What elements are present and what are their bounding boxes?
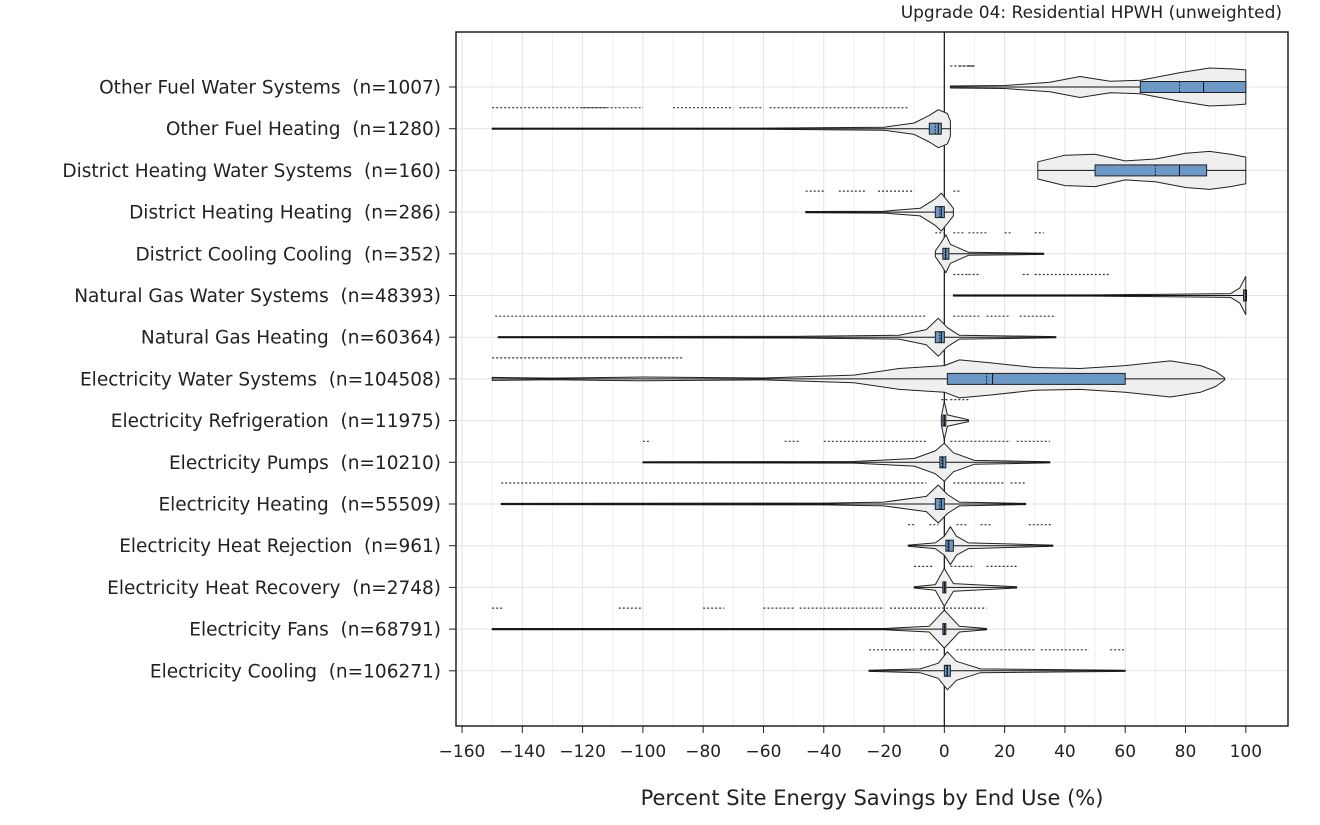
iqr-box [946, 372, 1126, 385]
x-tick-label: −20 [866, 742, 902, 762]
x-tick-label: 0 [939, 742, 950, 762]
violin-row [491, 357, 1226, 399]
x-axis: −160 −140 −120 −100 −80 −60 −40 −20 0 20 40 60 80 100 [439, 726, 1262, 762]
iqr-box [1139, 81, 1247, 93]
iqr-box [1094, 164, 1208, 177]
category-label: Electricity Refrigeration (n=11975) [111, 411, 441, 432]
category-label: District Cooling Cooling (n=352) [135, 244, 441, 265]
x-tick-label: −100 [620, 742, 667, 762]
y-axis-category-labels: Other Fuel Water Systems (n=1007) Other F… [62, 78, 456, 682]
violin-row [1037, 150, 1247, 190]
violin-row [868, 649, 1126, 691]
category-label: Electricity Pumps (n=10210) [169, 453, 441, 474]
x-tick-label: 80 [1175, 742, 1197, 762]
x-tick-label: −160 [439, 742, 486, 762]
x-tick-label: −140 [499, 742, 546, 762]
violin-row [491, 107, 951, 149]
category-label: Electricity Heat Recovery (n=2748) [107, 578, 441, 599]
category-label: Electricity Water Systems (n=104508) [80, 369, 441, 390]
x-tick-label: −120 [559, 742, 606, 762]
violin-row [500, 482, 1027, 524]
violin-rows [491, 65, 1248, 691]
violin-row [642, 440, 1051, 482]
violin-row [934, 232, 1045, 274]
x-axis-label: Percent Site Energy Savings by End Use (… [641, 786, 1104, 810]
category-label: Natural Gas Water Systems (n=48393) [74, 286, 441, 307]
violin-row [913, 565, 1018, 607]
violin-row [907, 524, 1054, 566]
category-label: District Heating Heating (n=286) [129, 203, 441, 224]
category-label: District Heating Water Systems (n=160) [62, 161, 441, 182]
x-tick-label: 40 [1054, 742, 1076, 762]
category-label: Electricity Fans (n=68791) [189, 620, 441, 641]
x-tick-label: 60 [1114, 742, 1136, 762]
violin-row [949, 65, 1247, 107]
violin-row [491, 607, 988, 649]
violin-row [952, 273, 1248, 315]
category-label: Natural Gas Heating (n=60364) [141, 328, 441, 349]
category-label: Electricity Heat Rejection (n=961) [119, 536, 441, 557]
x-tick-label: −80 [685, 742, 721, 762]
category-label: Other Fuel Water Systems (n=1007) [99, 78, 441, 99]
iqr-box [945, 539, 954, 552]
x-tick-label: −60 [746, 742, 782, 762]
violin-row [805, 190, 960, 232]
x-tick-label: 20 [994, 742, 1016, 762]
violin-row [940, 399, 969, 441]
x-tick-label: 100 [1230, 742, 1262, 762]
x-tick-label: −40 [806, 742, 842, 762]
category-label: Electricity Heating (n=55509) [158, 495, 441, 516]
category-label: Other Fuel Heating (n=1280) [166, 119, 441, 140]
category-label: Electricity Cooling (n=106271) [150, 661, 441, 682]
violin-row [495, 315, 1057, 357]
chart-title: Upgrade 04: Residential HPWH (unweighted… [901, 3, 1282, 23]
